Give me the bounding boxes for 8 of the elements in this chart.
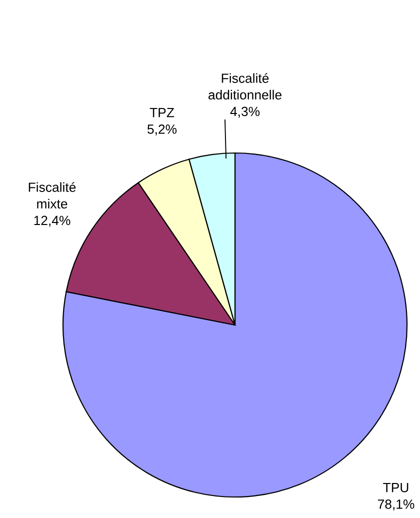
slice-label: TPZ [150, 108, 174, 118]
data-label: 4,3% [230, 106, 260, 118]
data-label: 5,2% [147, 124, 177, 136]
slice-label: Fiscalité additionnelle [208, 73, 282, 100]
data-label: 12,4% [34, 216, 70, 227]
data-label: 78,1% [378, 500, 414, 510]
slice-label: TPU [383, 483, 408, 492]
slice-label: Fiscalité mixte [28, 182, 76, 209]
